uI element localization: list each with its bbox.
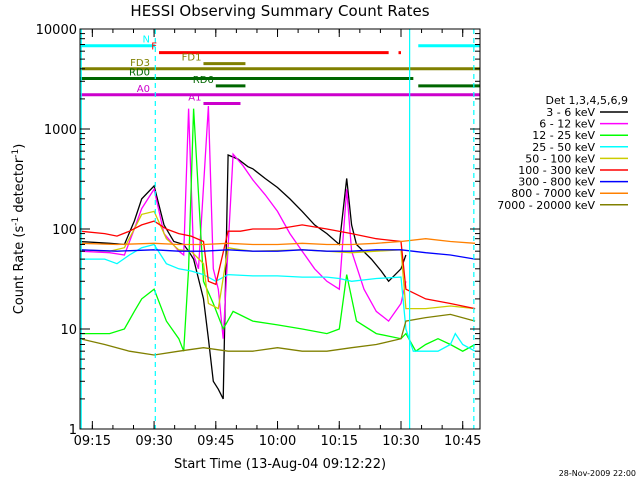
- series-line-0: [80, 154, 407, 400]
- legend-entry-label: 100 - 300 keV: [518, 164, 595, 177]
- series-line-8: [80, 313, 476, 356]
- legend-entry-label: 50 - 100 keV: [525, 152, 595, 165]
- x-tick-label: 10:00: [259, 434, 296, 449]
- legend-entry-label: 3 - 6 keV: [546, 106, 595, 119]
- legend-entry-label: 12 - 25 keV: [532, 129, 595, 142]
- y-tick-label: 1000: [44, 123, 77, 138]
- flag-label-a1: A1: [188, 92, 201, 103]
- y-axis: 1 10 100 1000 10000: [36, 23, 480, 438]
- legend-entry-label: 6 - 12 keV: [539, 118, 595, 131]
- x-axis: 09:15 09:30 09:45 10:00 10:15 10:30 10:45: [74, 29, 481, 449]
- series-line-7: [80, 238, 476, 246]
- flag-label-fd3: FD3: [130, 58, 150, 69]
- series-line-6: [80, 249, 476, 260]
- y-tick-label: 10: [60, 323, 77, 338]
- series-lines: [80, 105, 476, 400]
- x-axis-label: Start Time (13-Aug-04 09:12:22): [174, 457, 386, 472]
- chart-title: HESSI Observing Summary Count Rates: [130, 2, 429, 20]
- y-tick-label: 100: [52, 223, 77, 238]
- flag-label-rd6: RD6: [193, 75, 214, 86]
- flag-label-rd0: RD0: [129, 67, 150, 78]
- x-tick-label: 09:15: [74, 434, 111, 449]
- flag-bars: [80, 44, 480, 105]
- series-line-3: [80, 243, 476, 352]
- x-tick-label: 10:45: [444, 434, 481, 449]
- x-tick-label: 09:45: [197, 434, 234, 449]
- series-line-5: [80, 220, 476, 310]
- timestamp: 28-Nov-2009 22:00: [559, 469, 636, 478]
- legend-entry-label: 300 - 800 keV: [518, 176, 595, 189]
- flag-label-n: N: [143, 35, 150, 46]
- y-tick-label: 10000: [36, 23, 77, 38]
- legend-entry-label: 800 - 7000 keV: [511, 187, 595, 200]
- y-tick-label: 1: [69, 423, 77, 438]
- x-tick-label: 09:30: [135, 434, 172, 449]
- flag-label-a0: A0: [137, 84, 150, 95]
- series-line-1: [80, 105, 407, 339]
- legend-entry-label: 25 - 50 keV: [532, 141, 595, 154]
- series-line-2: [80, 108, 476, 353]
- legend-entry-label: 7000 - 20000 keV: [497, 199, 595, 212]
- x-tick-label: 10:15: [321, 434, 358, 449]
- legend-title: Det 1,3,4,5,6,9: [545, 94, 628, 107]
- y-axis-label: Count Rate (s-1 detector-1): [11, 144, 27, 315]
- x-tick-label: 10:30: [382, 434, 419, 449]
- flag-label-f: F: [151, 42, 157, 53]
- flag-label-fd1: FD1: [182, 53, 202, 64]
